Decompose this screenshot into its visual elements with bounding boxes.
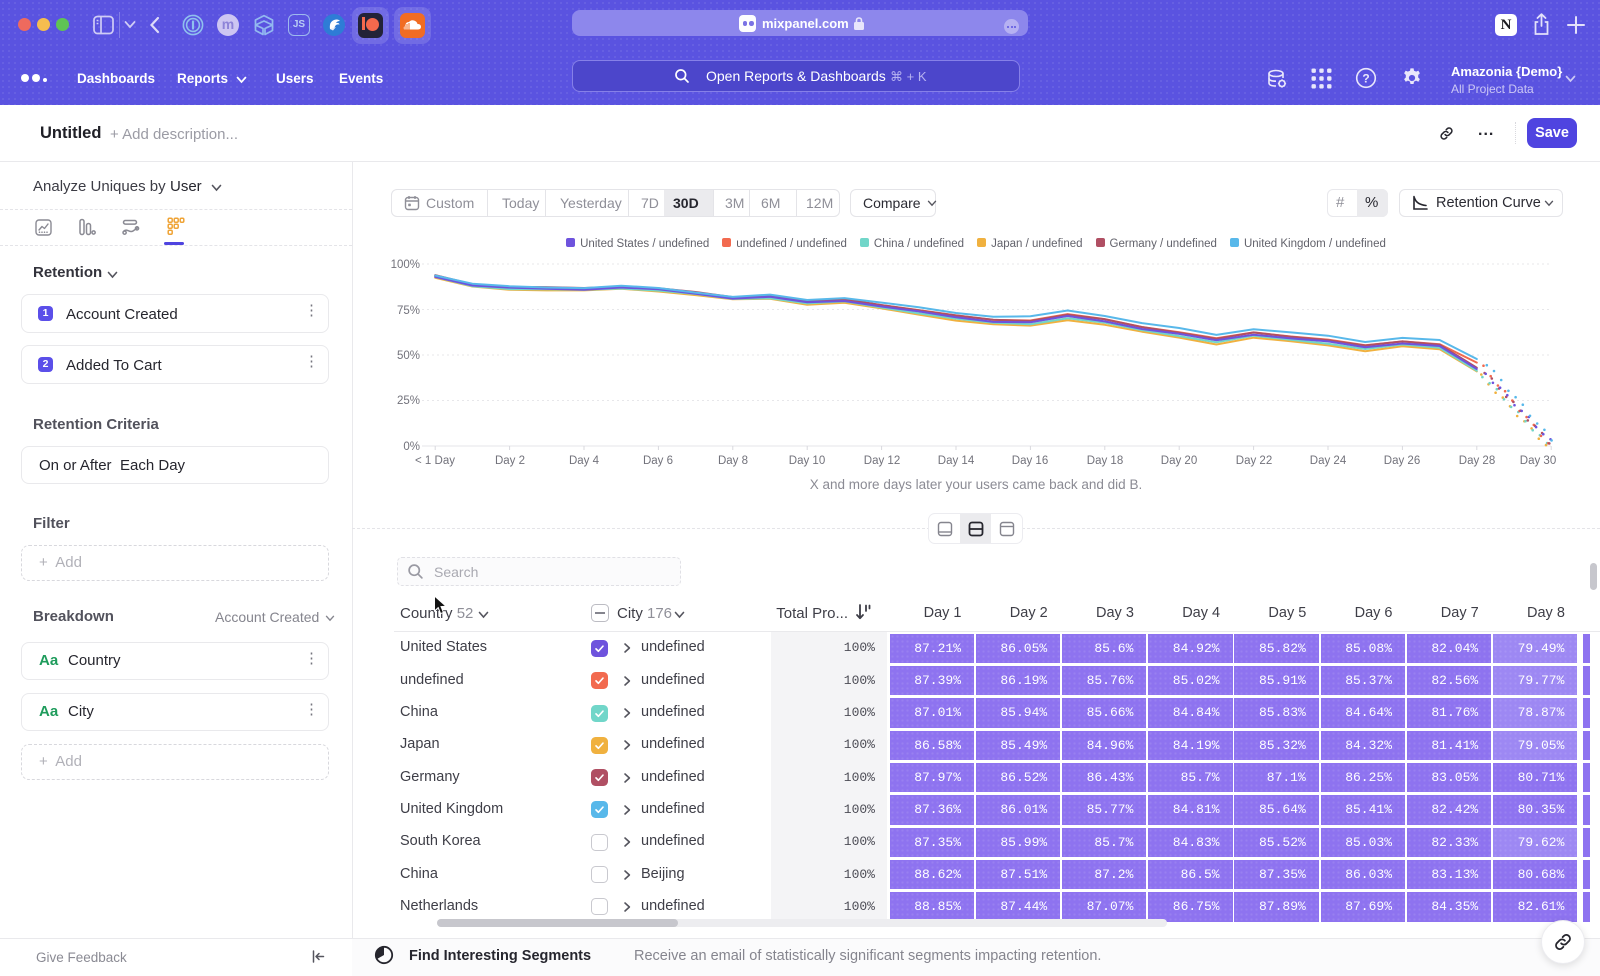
svg-text:Day 24: Day 24 <box>1310 455 1347 467</box>
svg-text:?: ? <box>1362 72 1369 86</box>
svg-text:Day 6: Day 6 <box>643 455 673 467</box>
svg-text:25%: 25% <box>397 395 420 407</box>
svg-text:0%: 0% <box>403 441 420 453</box>
svg-text:75%: 75% <box>397 305 420 317</box>
svg-text:Day 4: Day 4 <box>569 455 600 467</box>
svg-text:Day 10: Day 10 <box>789 455 825 467</box>
svg-text:Day 12: Day 12 <box>864 455 900 467</box>
svg-text:Day 16: Day 16 <box>1012 455 1048 467</box>
svg-text:Day 28: Day 28 <box>1459 455 1495 467</box>
svg-text:Day 2: Day 2 <box>495 455 525 467</box>
svg-text:Day 22: Day 22 <box>1236 455 1272 467</box>
svg-text:< 1 Day: < 1 Day <box>415 455 455 467</box>
svg-text:50%: 50% <box>397 350 420 362</box>
svg-text:Day 14: Day 14 <box>938 455 975 467</box>
svg-text:Day 20: Day 20 <box>1161 455 1197 467</box>
svg-text:Day 26: Day 26 <box>1384 455 1420 467</box>
svg-text:Day 18: Day 18 <box>1087 455 1123 467</box>
svg-text:100%: 100% <box>391 259 420 271</box>
svg-text:Day 30: Day 30 <box>1520 455 1556 467</box>
svg-text:Day 8: Day 8 <box>718 455 748 467</box>
